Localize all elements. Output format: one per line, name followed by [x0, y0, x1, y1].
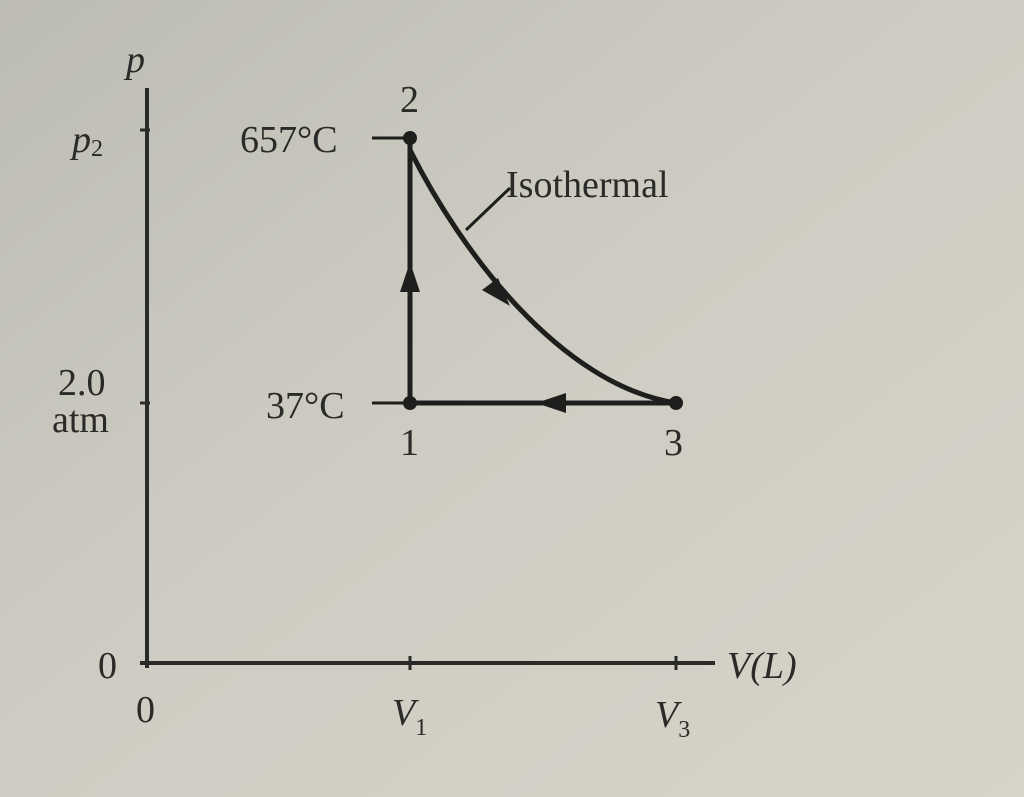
- x-tick-label: 0: [136, 689, 155, 731]
- axes: [140, 88, 715, 670]
- state-number: 3: [664, 422, 683, 464]
- arrow-curve: [482, 278, 510, 306]
- state-temperature: 37°C: [266, 385, 345, 427]
- arrows: [400, 262, 566, 413]
- x-axis-label: V(L): [727, 645, 797, 687]
- x-tick-sub: 1: [415, 715, 427, 741]
- state-point: [403, 131, 417, 145]
- state-number: 2: [400, 79, 419, 121]
- label-leader: [464, 186, 512, 232]
- arrow-up: [400, 262, 420, 292]
- y-tick-sub: 2: [91, 136, 103, 162]
- y-tick-label: atm: [52, 399, 109, 441]
- y-tick-label: p2: [69, 119, 103, 162]
- x-tick-label: V1: [392, 692, 427, 741]
- x-tick-sub: 3: [678, 717, 690, 743]
- y-tick-main: p: [69, 119, 91, 161]
- state-temperature: 657°C: [240, 119, 338, 161]
- y-tick-label: 2.0: [58, 362, 106, 404]
- x-tick-main: V: [392, 692, 419, 734]
- state-point: [403, 396, 417, 410]
- curve-label: Isothermal: [506, 164, 669, 206]
- arrow-left: [536, 393, 566, 413]
- state-number: 1: [400, 422, 419, 464]
- state-point: [669, 396, 683, 410]
- state-points: [403, 131, 683, 410]
- isothermal-curve: [407, 148, 677, 406]
- y-axis-label: p: [123, 39, 145, 81]
- x-tick-label: V3: [655, 694, 690, 743]
- y-tick-label: 0: [98, 645, 117, 687]
- x-tick-main: V: [655, 694, 682, 736]
